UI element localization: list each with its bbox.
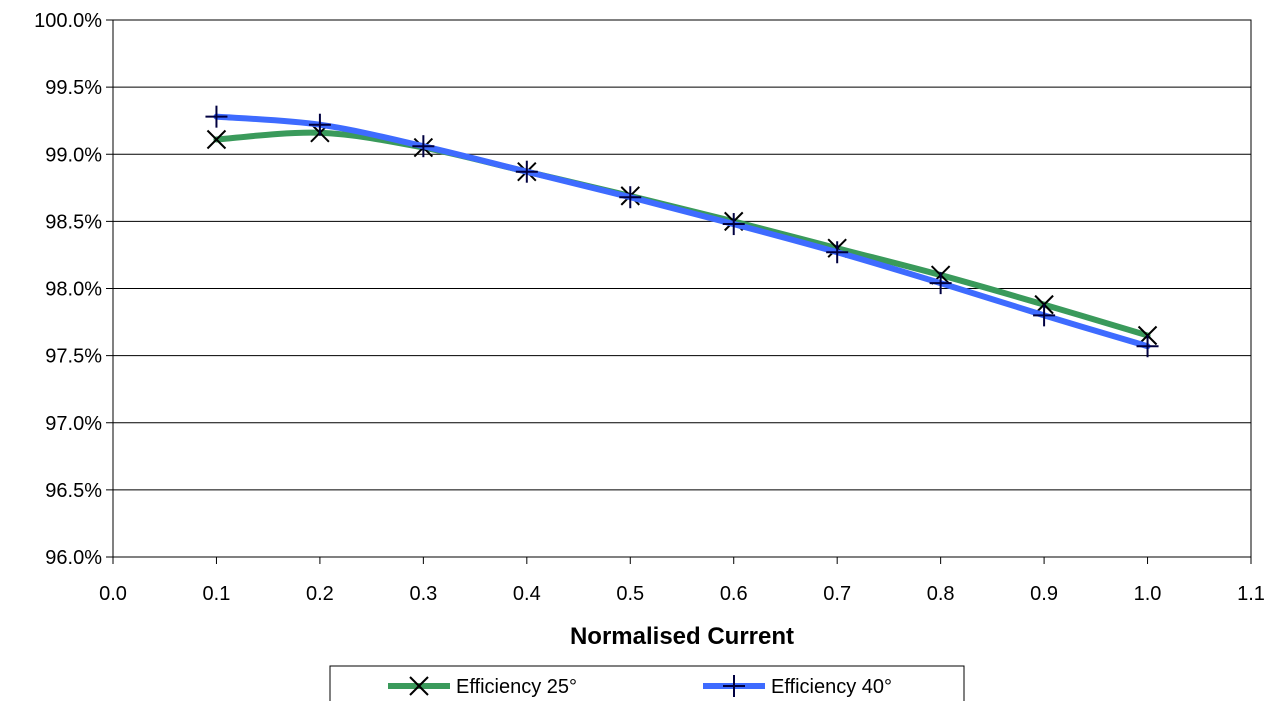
- y-tick-label: 99.0%: [45, 144, 102, 166]
- y-tick-label: 97.0%: [45, 413, 102, 435]
- series-2: [205, 105, 1159, 358]
- x-tick-label: 0.5: [616, 583, 644, 605]
- legend-item: Efficiency 40°: [703, 675, 892, 698]
- x-tick-label: 0.7: [823, 583, 851, 605]
- data-point-marker: [1033, 304, 1056, 327]
- y-tick-label: 99.5%: [45, 77, 102, 99]
- x-tick-label: 0.1: [203, 583, 231, 605]
- legend-label: Efficiency 40°: [771, 676, 892, 698]
- x-tick-label: 0.6: [720, 583, 748, 605]
- series-line: [213, 113, 1151, 350]
- data-point-marker: [206, 129, 227, 150]
- x-tick-label: 0.9: [1030, 583, 1058, 605]
- y-tick-label: 100.0%: [34, 10, 102, 32]
- data-point-marker: [412, 135, 435, 158]
- legend-item: Efficiency 25°: [388, 676, 577, 698]
- x-axis-ticks: 0.0 0.1 0.2 0.3 0.4 0.5 0.6 0.7 0.8 0.9 1.0 1.1: [99, 557, 1265, 605]
- legend: Efficiency 25° Efficiency 40°: [329, 665, 965, 706]
- y-tick-label: 98.5%: [45, 211, 102, 233]
- x-tick-label: 0.3: [409, 583, 437, 605]
- x-tick-label: 0.0: [99, 583, 127, 605]
- x-tick-label: 0.4: [513, 583, 541, 605]
- legend-marker: [723, 675, 745, 697]
- y-tick-label: 97.5%: [45, 346, 102, 368]
- data-point-marker: [722, 213, 745, 236]
- data-point-marker: [205, 105, 228, 128]
- x-tick-label: 0.8: [927, 583, 955, 605]
- series-1: [206, 123, 1158, 346]
- data-point-marker: [1136, 335, 1159, 358]
- legend-label: Efficiency 25°: [456, 676, 577, 698]
- series-group: [205, 105, 1159, 358]
- y-tick-label: 96.5%: [45, 480, 102, 502]
- data-point-marker: [619, 186, 642, 209]
- y-axis-ticks: 96.0% 96.5% 97.0% 97.5% 98.0% 98.5% 99.0% 99.5%…: [34, 10, 113, 569]
- legend-marker: [409, 676, 429, 696]
- x-tick-label: 1.1: [1237, 583, 1265, 605]
- x-axis-title: Normalised Current: [570, 623, 794, 650]
- gridlines: [113, 19, 1251, 558]
- data-point-marker: [515, 160, 538, 183]
- x-tick-label: 1.0: [1134, 583, 1162, 605]
- data-point-marker: [826, 241, 849, 264]
- y-tick-label: 98.0%: [45, 279, 102, 301]
- x-tick-label: 0.2: [306, 583, 334, 605]
- y-tick-label: 96.0%: [45, 547, 102, 569]
- data-point-marker: [929, 272, 952, 295]
- legend-items: Efficiency 25° Efficiency 40°: [388, 675, 892, 698]
- data-point-marker: [308, 113, 331, 136]
